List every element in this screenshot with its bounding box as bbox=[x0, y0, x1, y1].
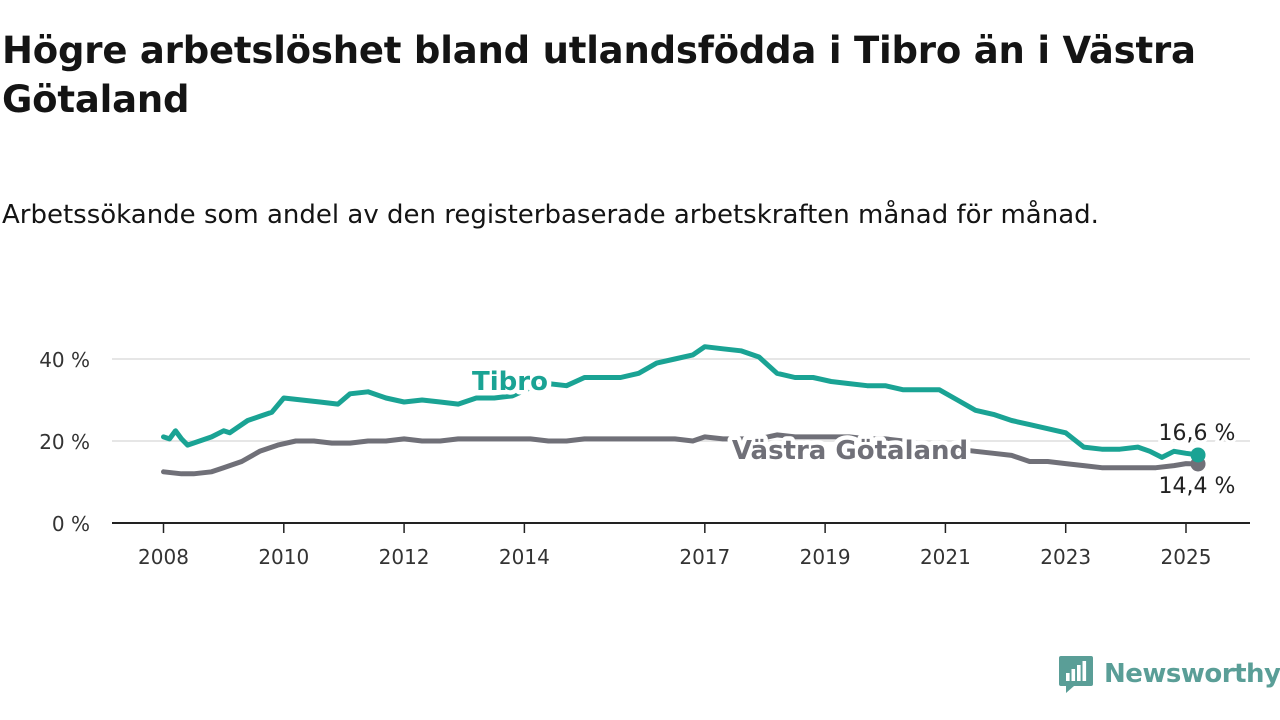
labels: Tibro Västra Götaland 16,6 % 14,4 % bbox=[468, 363, 1239, 503]
x-tick-label: 2008 bbox=[138, 545, 189, 569]
x-tick-label: 2019 bbox=[800, 545, 851, 569]
series-line-tibro bbox=[161, 344, 1201, 460]
y-tick-label: 20 % bbox=[39, 430, 90, 454]
x-tick-label: 2017 bbox=[679, 545, 730, 569]
line-chart: 0 % 20 % 40 % 2008 2010 2012 2014 2017 2019 2021 2… bbox=[39, 344, 1250, 569]
series-line-vastra-gotaland bbox=[161, 432, 1201, 477]
vastra-gotaland-end-value-label: 14,4 % bbox=[1159, 474, 1236, 499]
x-tick-label: 2021 bbox=[920, 545, 971, 569]
chart-title: Högre arbetslöshet bland utlandsfödda i … bbox=[2, 29, 1196, 121]
x-tick-label: 2012 bbox=[379, 545, 430, 569]
newsworthy-logo-icon bbox=[1059, 656, 1093, 693]
y-tick-label: 0 % bbox=[52, 512, 90, 536]
tibro-end-value-label: 16,6 % bbox=[1159, 421, 1236, 446]
series-label: Tibro bbox=[472, 367, 548, 397]
x-tick-label: 2023 bbox=[1040, 545, 1091, 569]
y-tick-label: 40 % bbox=[39, 348, 90, 372]
chart-subtitle: Arbetssökande som andel av den registerb… bbox=[2, 200, 1099, 230]
brand-logo: Newsworthy bbox=[1058, 652, 1280, 696]
x-tick-label: 2025 bbox=[1161, 545, 1212, 569]
series bbox=[161, 344, 1206, 477]
series-label: Västra Götaland bbox=[732, 436, 968, 466]
x-tick-label: 2010 bbox=[258, 545, 309, 569]
axes: 0 % 20 % 40 % 2008 2010 2012 2014 2017 2019 2021 2… bbox=[39, 348, 1250, 569]
series-end-point bbox=[1190, 447, 1206, 463]
x-tick-label: 2014 bbox=[499, 545, 550, 569]
brand-name: Newsworthy bbox=[1104, 659, 1280, 689]
